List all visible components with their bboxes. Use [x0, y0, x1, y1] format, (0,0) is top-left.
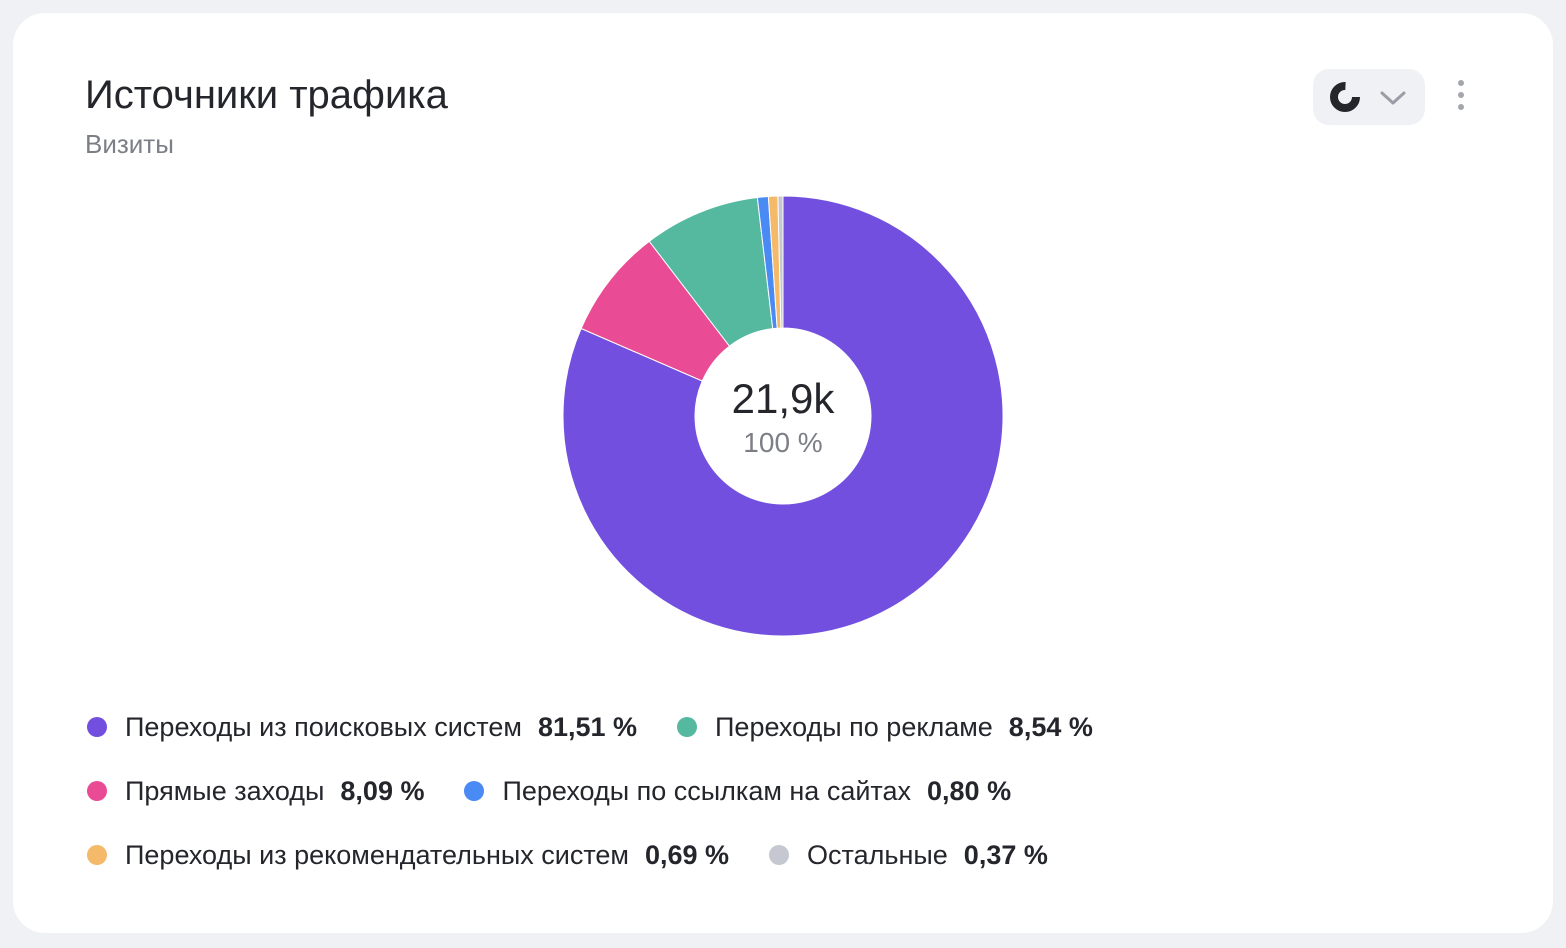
legend-value: 0,69 % — [644, 839, 730, 870]
traffic-sources-card: Источники трафика Визиты 21,9k 100 % Пер… — [13, 13, 1553, 933]
pie-slice[interactable] — [562, 195, 1004, 637]
donut-chart — [562, 195, 1004, 637]
legend-value: 8,54 % — [1008, 711, 1093, 742]
legend-dot — [87, 845, 107, 865]
legend-dot — [769, 845, 790, 865]
legend-item[interactable]: Переходы по ссылкам на сайтах 0,80 % — [464, 776, 1011, 807]
more-menu-button[interactable] — [1447, 77, 1475, 117]
pie-chart-icon — [1330, 82, 1406, 112]
legend-item[interactable]: Остальные 0,37 % — [769, 840, 1048, 871]
center-percent: 100 % — [743, 427, 823, 458]
legend-label: Прямые заходы — [125, 775, 325, 806]
legend-label: Переходы по ссылкам на сайтах — [502, 775, 912, 806]
legend-label: Остальные — [807, 839, 948, 870]
legend-dot — [87, 781, 107, 801]
legend-item[interactable]: Прямые заходы 8,09 % — [87, 776, 424, 807]
pie-slice[interactable] — [777, 195, 784, 329]
legend-value: 0,80 % — [927, 775, 1012, 806]
card-subtitle: Визиты — [85, 129, 174, 159]
legend-value: 0,37 % — [963, 839, 1048, 870]
chevron-down-icon — [1380, 91, 1406, 105]
legend-item[interactable]: Переходы из поисковых систем 81,51 % — [87, 712, 637, 743]
legend-item[interactable]: Переходы по рекламе 8,54 % — [677, 712, 1093, 743]
more-vertical-icon — [1458, 80, 1464, 110]
legend-dot — [677, 717, 698, 737]
legend-label: Переходы из рекомендательных систем — [125, 839, 629, 870]
legend-label: Переходы по рекламе — [715, 711, 993, 742]
legend-value: 81,51 % — [537, 711, 638, 742]
legend: Переходы из поисковых систем 81,51 % Пере… — [87, 695, 1187, 887]
legend-item[interactable]: Переходы из рекомендательных систем 0,69 … — [87, 840, 729, 871]
legend-dot — [87, 717, 107, 737]
legend-dot — [464, 781, 485, 801]
center-total: 21,9k — [731, 375, 835, 422]
legend-label: Переходы из поисковых систем — [125, 711, 522, 742]
card-title: Источники трафика — [85, 73, 448, 117]
legend-value: 8,09 % — [340, 775, 425, 806]
chart-type-dropdown[interactable] — [1313, 69, 1425, 125]
